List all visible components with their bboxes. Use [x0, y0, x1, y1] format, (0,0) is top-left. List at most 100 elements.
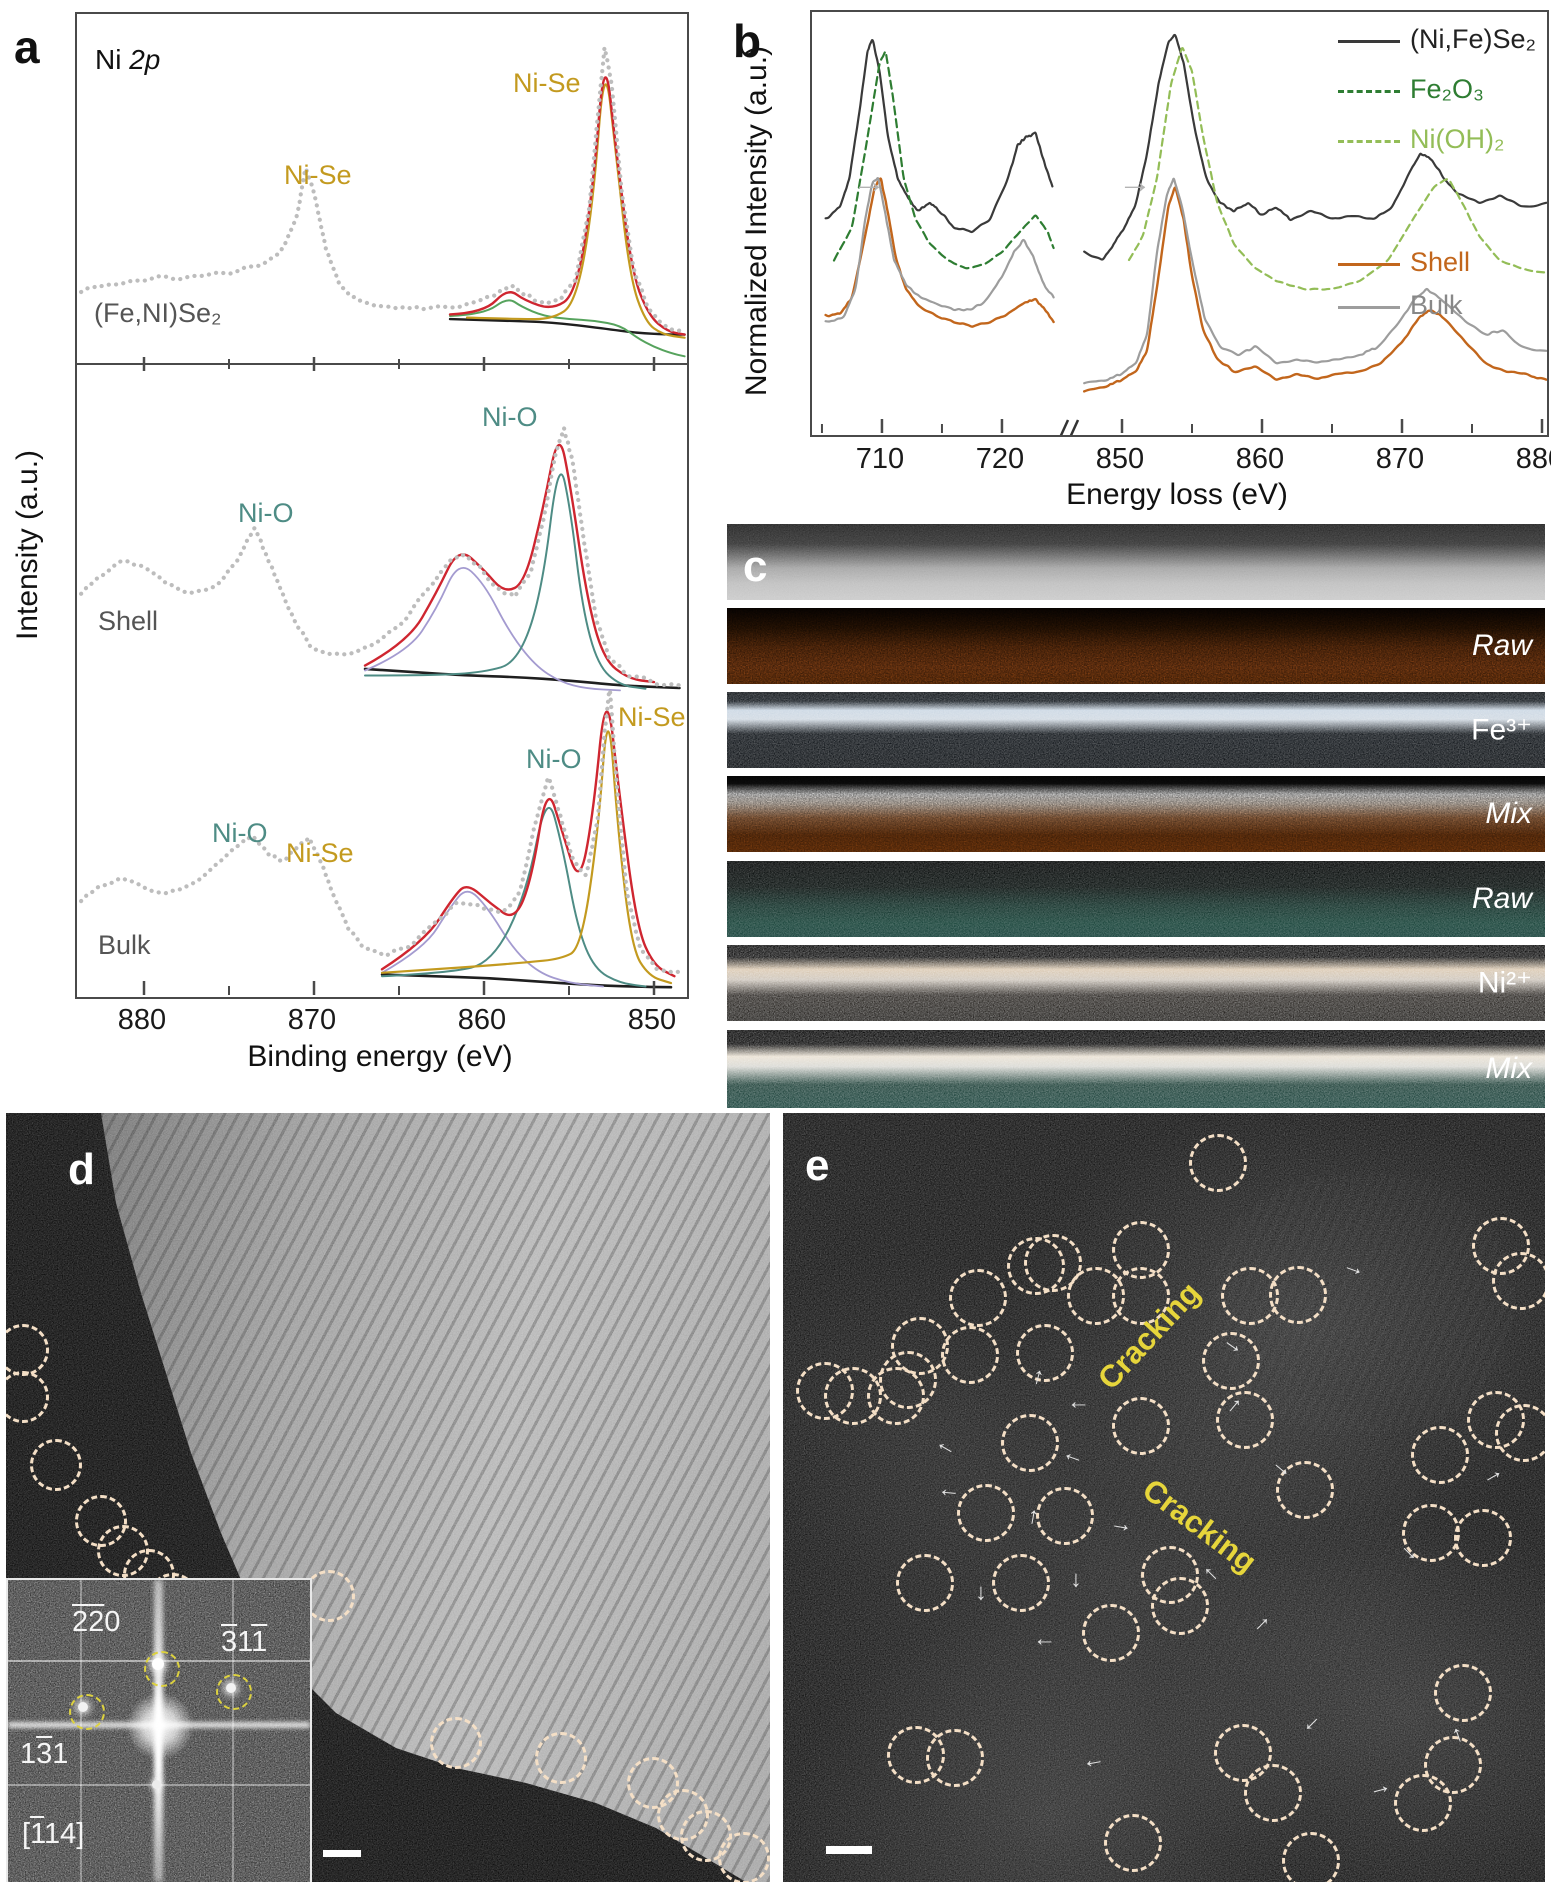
fe3-map-strip: Fe³⁺	[727, 692, 1545, 768]
dashed-circle-marker	[535, 1732, 587, 1784]
defect-arrow: →	[1081, 1752, 1109, 1782]
defect-arrow: →	[1364, 1770, 1394, 1802]
defect-arrow: →	[1067, 1396, 1090, 1422]
strip-label-mix-ni: Mix	[1485, 1052, 1532, 1085]
dashed-circle-marker	[718, 1832, 770, 1882]
fft-index-digit: 2	[72, 1606, 89, 1638]
dashed-circle-marker	[1036, 1487, 1094, 1545]
dashed-circle-marker	[1001, 1414, 1059, 1472]
dashed-circle-marker	[957, 1484, 1015, 1542]
ni2-map-strip: Ni²⁺	[727, 945, 1545, 1021]
peak-annotation: Ni-O	[526, 744, 582, 774]
strip-label-raw-ni: Raw	[1471, 882, 1532, 915]
dashed-circle-marker	[1495, 1404, 1545, 1462]
x-tick-label: 870	[1375, 443, 1425, 475]
plot-title-ni2p: Ni 2p	[95, 44, 161, 75]
strip-label-fe3: Fe³⁺	[1471, 713, 1532, 747]
fft-index-label: 220	[72, 1606, 120, 1639]
x-tick-label: 710	[855, 443, 905, 475]
ni-raw-strip: Raw	[727, 861, 1545, 937]
legend-label-bulk: Bulk	[1410, 290, 1463, 320]
dashed-circle-marker	[6, 1324, 49, 1376]
fft-index-digit: 1	[237, 1626, 252, 1658]
dashed-circle-marker	[430, 1717, 482, 1769]
hrtem-panel-d: d 220 311 131 [114]	[6, 1113, 770, 1882]
spectrum-label: Bulk	[98, 930, 151, 960]
legend-line-bulk	[1338, 306, 1400, 309]
dashed-circle-marker	[1492, 1252, 1545, 1310]
dashed-circle-marker	[1202, 1332, 1260, 1390]
xps-y-axis-label: Intensity (a.u.)	[11, 449, 44, 641]
x-tick-label: 850	[627, 1004, 677, 1036]
dashed-circle-marker	[1411, 1426, 1469, 1484]
fe-raw-strip: Raw	[727, 608, 1545, 684]
x-tick-label: 850	[1095, 443, 1145, 475]
fft-faint-line-3	[80, 1580, 82, 1882]
dashed-circle-marker	[1269, 1266, 1327, 1324]
legend-label-fe2o3: Fe₂O₃	[1410, 74, 1484, 104]
defect-arrow: →	[1108, 1508, 1136, 1538]
eels-plot-panel-b	[810, 10, 1549, 437]
dashed-circle-marker	[6, 1371, 49, 1423]
fft-index-digit: 1	[52, 1738, 69, 1770]
fft-index-label: [114]	[22, 1818, 84, 1851]
fft-index-label: 131	[20, 1738, 68, 1771]
hrtem-panel-e: e → → → → → → → → → → → → → → → → → → → → → → Cracking Crackin…	[783, 1113, 1545, 1882]
scale-bar-e	[826, 1846, 872, 1854]
dashed-circle-marker	[1434, 1664, 1492, 1722]
peak-annotation: Ni-Se	[286, 838, 354, 868]
spectrum-label: Shell	[98, 606, 159, 636]
strip-label-raw-fe: Raw	[1471, 629, 1532, 662]
dashed-circle-marker	[1189, 1134, 1247, 1192]
dashed-circle-marker	[891, 1317, 949, 1375]
fft-index-digit: 1	[30, 1818, 45, 1850]
dashed-circle-marker	[1104, 1814, 1162, 1872]
x-tick-label: 870	[287, 1004, 337, 1036]
peak-annotation: Ni-O	[212, 818, 268, 848]
legend-label-nifese2: (Ni,Fe)Se₂	[1410, 24, 1536, 54]
x-tick-label: 880	[117, 1004, 167, 1036]
defect-arrow: →	[1067, 1569, 1093, 1592]
peak-annotation: Ni-Se	[513, 68, 581, 98]
dashed-circle-marker	[1112, 1267, 1170, 1325]
fft-index-label: 311	[221, 1626, 267, 1659]
legend-line-nifese2	[1338, 40, 1400, 43]
dashed-circle-marker	[1394, 1774, 1452, 1832]
dashed-circle-marker	[1282, 1832, 1340, 1882]
fft-index-digit: 2	[88, 1606, 105, 1638]
peak-shift-arrow-fe: →	[852, 163, 886, 201]
strip-label-mix-fe: Mix	[1485, 797, 1532, 830]
eels-mapping-strips: c Raw Fe³⁺ Mix Raw Ni²⁺ Mix	[727, 524, 1545, 1108]
xps-spectra-svg	[77, 45, 687, 995]
defect-arrow: →	[1474, 1456, 1508, 1491]
fft-index-digit: 14]	[44, 1818, 85, 1850]
defect-arrow: →	[1297, 1709, 1333, 1745]
ni-mix-strip: Mix	[727, 1030, 1545, 1108]
dashed-circle-marker	[1007, 1237, 1065, 1295]
eels-x-axis-label: Energy loss (eV)	[1066, 478, 1288, 511]
dashed-circle-marker	[949, 1269, 1007, 1327]
defect-arrow: →	[1033, 1633, 1056, 1659]
haadf-strip: c	[727, 524, 1545, 600]
dashed-circle-marker	[627, 1757, 679, 1809]
panel-a-letter: a	[14, 21, 40, 73]
fft-dashed-circle	[144, 1651, 180, 1687]
fft-inset: 220 311 131 [114]	[6, 1578, 312, 1882]
fft-index-digit: 0	[104, 1606, 121, 1638]
fft-index-digit: [	[22, 1818, 31, 1850]
peak-annotation: Ni-Se	[284, 160, 352, 190]
peak-annotation: Ni-O	[238, 498, 294, 528]
fft-faint-line-4	[232, 1580, 234, 1882]
dashed-circle-marker	[926, 1729, 984, 1787]
defect-arrow: →	[935, 1483, 962, 1511]
fft-spot-bottom	[152, 1780, 161, 1789]
spectrum-label: (Fe,NI)Se₂	[94, 298, 222, 328]
eels-spectra-svg	[820, 33, 1547, 435]
dashed-circle-marker	[1151, 1577, 1209, 1635]
dashed-circle-marker	[1454, 1509, 1512, 1567]
fft-index-digit: 3	[221, 1626, 238, 1658]
dashed-circle-marker	[1276, 1461, 1334, 1519]
x-tick-label: 860	[1235, 443, 1285, 475]
x-tick-label: 880	[1515, 443, 1551, 475]
